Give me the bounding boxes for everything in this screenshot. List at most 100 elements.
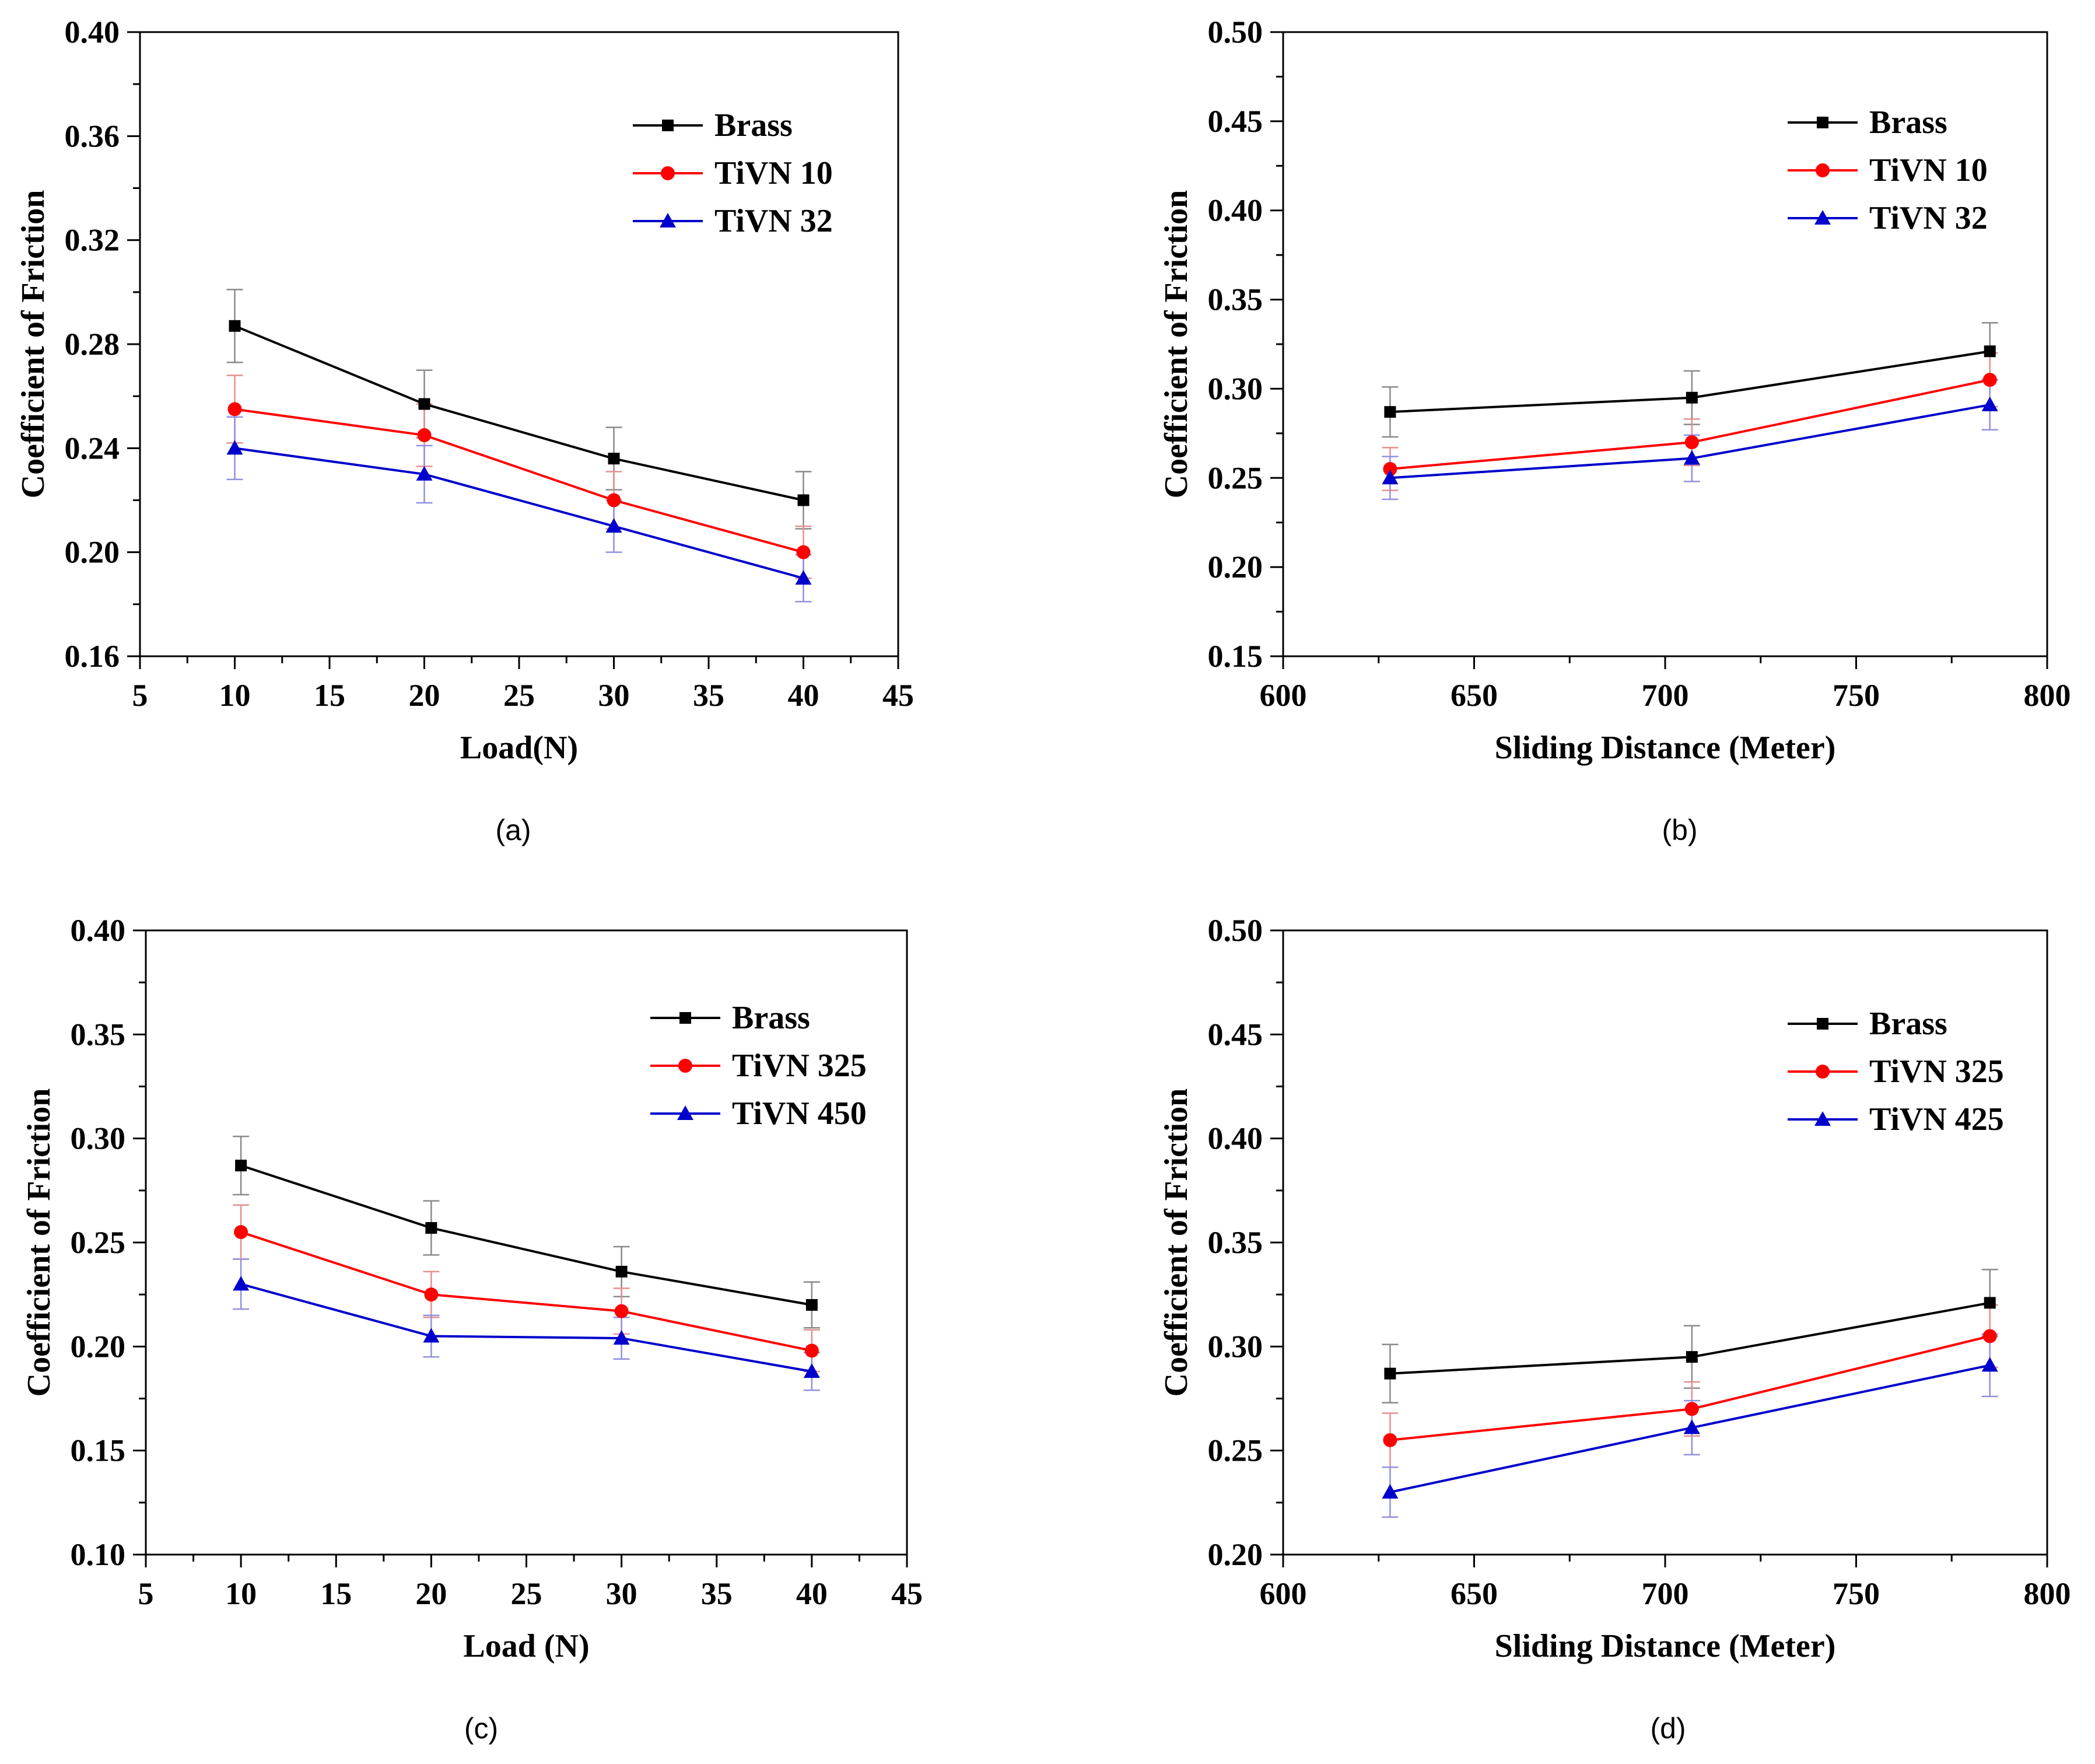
y-tick-label: 0.24 (65, 430, 120, 466)
data-point-tivn-425 (1382, 1484, 1399, 1499)
data-point-brass (1984, 1297, 1996, 1309)
x-tick-label: 25 (503, 678, 535, 713)
data-point-tivn-325 (1982, 1329, 1997, 1343)
x-tick-label: 10 (225, 1576, 257, 1611)
x-tick-label: 45 (882, 678, 914, 713)
legend-label: TiVN 325 (1869, 1054, 2004, 1090)
x-tick-label: 800 (2024, 1576, 2071, 1611)
data-point-brass (418, 398, 430, 410)
data-point-tivn-10 (607, 493, 621, 508)
x-tick-label: 650 (1451, 1576, 1498, 1611)
data-point-tivn-10 (1982, 373, 1997, 387)
y-tick-label: 0.20 (1208, 550, 1263, 584)
legend-label: TiVN 325 (732, 1048, 867, 1084)
legend-label: TiVN 32 (714, 203, 833, 239)
data-point-tivn-450 (233, 1276, 250, 1291)
legend-label: Brass (1869, 1006, 1947, 1042)
x-tick-label: 40 (788, 678, 819, 713)
y-tick-label: 0.45 (1208, 1017, 1263, 1052)
data-point-tivn-325 (234, 1225, 248, 1240)
legend-marker (661, 166, 675, 180)
data-point-tivn-10 (227, 402, 242, 416)
data-point-brass (425, 1222, 437, 1234)
legend-label: TiVN 425 (1869, 1101, 2004, 1138)
y-tick-label: 0.15 (1208, 639, 1263, 674)
x-axis-title: Sliding Distance (Meter) (1495, 730, 1836, 766)
x-tick-label: 20 (415, 1576, 447, 1611)
data-point-tivn-325 (1383, 1433, 1397, 1447)
x-axis-title: Sliding Distance (Meter) (1495, 1628, 1836, 1664)
legend-marker (1817, 1018, 1828, 1030)
x-tick-label: 700 (1642, 1576, 1689, 1611)
chart-panel-2: 600 650 700 750 800 0.15 0.20 0.25 0.30 0.35 0.40 0… (1158, 15, 2071, 846)
data-point-tivn-10 (796, 545, 811, 559)
legend-label: Brass (732, 1000, 810, 1036)
x-tick-label: 35 (701, 1576, 733, 1611)
data-point-tivn-425 (1683, 1419, 1700, 1434)
y-tick-label: 0.15 (71, 1433, 126, 1468)
y-tick-label: 0.50 (1208, 15, 1263, 50)
y-axis-title: Coefficient of Friction (1158, 1088, 1194, 1397)
legend-marker (1817, 117, 1828, 128)
x-tick-label: 25 (511, 1576, 542, 1611)
series-line-brass (240, 1164, 812, 1306)
y-tick-label: 0.40 (65, 15, 120, 50)
y-tick-label: 0.45 (1208, 104, 1263, 139)
data-point-tivn-10 (1383, 462, 1397, 476)
x-tick-label: 600 (1260, 1576, 1307, 1611)
legend-label: TiVN 450 (732, 1096, 867, 1132)
legend-marker (679, 1012, 691, 1024)
x-tick-label: 15 (320, 1576, 352, 1611)
y-tick-label: 0.20 (65, 535, 120, 570)
y-tick-label: 0.20 (1208, 1537, 1263, 1572)
y-tick-label: 0.40 (71, 913, 126, 948)
data-point-brass (615, 1265, 628, 1278)
legend-marker (677, 1105, 693, 1120)
legend-label: Brass (1869, 104, 1947, 141)
legend-label: Brass (714, 107, 793, 144)
data-point-tivn-32 (416, 466, 433, 481)
x-tick-label: 750 (1833, 678, 1880, 713)
panel-caption: (d) (1650, 1712, 1686, 1745)
y-tick-label: 0.10 (71, 1537, 126, 1572)
chart-panel-3: 5 10 15 20 25 30 35 40 45 0.10 0.15 0.20 0.25 0.30 0.3… (21, 913, 923, 1745)
series-line-tivn-325 (240, 1231, 812, 1352)
series-line-tivn-10 (234, 408, 804, 554)
data-point-tivn-32 (1981, 396, 1998, 411)
data-point-tivn-32 (795, 570, 812, 585)
panel-caption: (c) (464, 1712, 498, 1745)
x-tick-label: 800 (2024, 678, 2071, 713)
x-tick-label: 20 (409, 678, 440, 713)
y-tick-label: 0.30 (71, 1121, 126, 1156)
legend-marker (662, 120, 674, 131)
x-tick-label: 5 (138, 1576, 154, 1611)
data-point-brass (1686, 391, 1698, 404)
data-point-tivn-325 (804, 1343, 819, 1358)
y-tick-label: 0.25 (71, 1225, 126, 1260)
data-point-tivn-32 (1382, 470, 1399, 485)
data-point-tivn-32 (605, 518, 622, 533)
series-line-tivn-450 (240, 1283, 812, 1373)
x-axis-title: Load(N) (460, 730, 578, 766)
x-tick-label: 15 (314, 678, 345, 713)
y-tick-label: 0.36 (65, 118, 120, 153)
x-tick-label: 40 (796, 1576, 828, 1611)
data-point-tivn-10 (1684, 435, 1699, 450)
x-tick-label: 10 (219, 678, 251, 713)
x-tick-label: 750 (1833, 1576, 1880, 1611)
x-axis-title: Load (N) (463, 1628, 589, 1664)
data-point-tivn-325 (424, 1287, 439, 1302)
legend-marker (1814, 210, 1831, 225)
x-tick-label: 30 (606, 1576, 637, 1611)
y-tick-label: 0.28 (65, 327, 120, 362)
legend-marker (678, 1059, 692, 1073)
y-tick-label: 0.35 (1208, 282, 1263, 317)
y-tick-label: 0.35 (71, 1017, 126, 1052)
data-point-tivn-450 (423, 1328, 440, 1343)
y-tick-label: 0.40 (1208, 1121, 1263, 1156)
data-point-tivn-450 (803, 1363, 820, 1378)
y-tick-label: 0.25 (1208, 460, 1263, 495)
x-tick-label: 35 (693, 678, 724, 713)
